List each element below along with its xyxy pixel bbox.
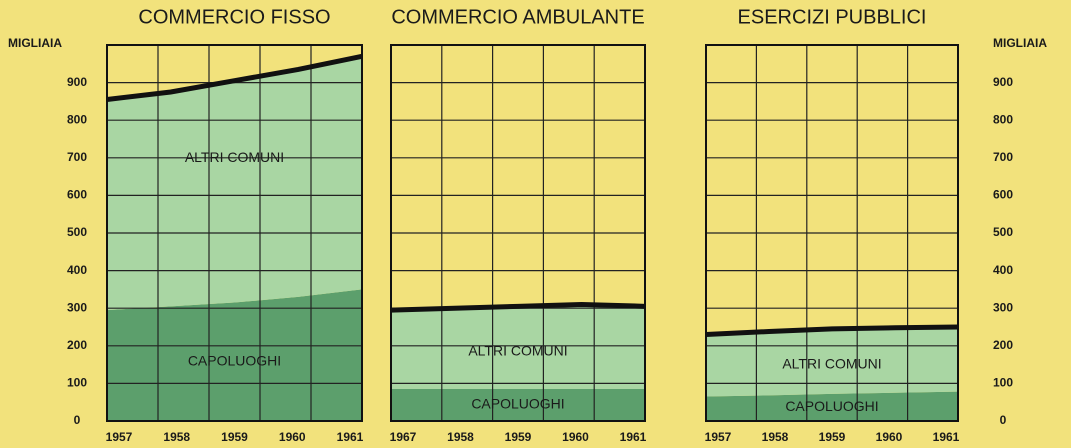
y-axis-label: MIGLIAIA [993,36,1047,50]
series-label: ALTRI COMUNI [782,355,881,371]
y-tick-label: 600 [67,188,87,202]
series-label: CAPOLUOGHI [471,396,564,412]
series-label: CAPOLUOGHI [188,352,281,368]
area [706,327,958,397]
y-tick-label: 800 [993,112,1013,126]
frame [106,44,363,422]
x-tick-label: 1960 [876,430,903,444]
x-tick-label: 1961 [337,430,364,444]
series-label: ALTRI COMUNI [468,343,567,359]
frame [705,44,959,422]
area [706,391,958,421]
y-tick-label: 200 [67,338,87,352]
frame [390,44,646,422]
x-tick-label: 1959 [221,430,248,444]
x-tick-label: 1961 [620,430,647,444]
y-tick-label: 300 [67,300,87,314]
total-line [390,301,646,313]
total-line [705,324,959,338]
series-label: ALTRI COMUNI [185,149,284,165]
x-tick-label: 1958 [447,430,474,444]
y-tick-label: 600 [993,188,1013,202]
x-tick-label: 1959 [819,430,846,444]
y-tick-label: 400 [993,263,1013,277]
y-tick-label: 900 [67,75,87,89]
x-tick-label: 1959 [505,430,532,444]
y-tick-label: 500 [993,225,1013,239]
y-tick-label: 800 [67,112,87,126]
x-tick-label: 1960 [562,430,589,444]
y-tick-label: 100 [993,376,1013,390]
x-tick-label: 1960 [279,430,306,444]
chart-title: COMMERCIO FISSO [138,6,330,28]
chart-title: COMMERCIO AMBULANTE [391,6,644,28]
y-tick-label: 400 [67,263,87,277]
y-tick-label: 500 [67,225,87,239]
y-tick-label: 700 [993,150,1013,164]
x-tick-label: 1958 [762,430,789,444]
y-tick-label: 0 [1000,413,1007,427]
x-tick-label: 1957 [705,430,732,444]
y-tick-label: 300 [993,300,1013,314]
total-line [106,53,363,103]
y-tick-label: 700 [67,150,87,164]
area [391,389,645,421]
y-axis-label: MIGLIAIA [8,36,62,50]
y-tick-label: 0 [74,413,81,427]
x-tick-label: 1967 [390,430,417,444]
y-tick-label: 900 [993,75,1013,89]
chart-title: ESERCIZI PUBBLICI [738,6,927,28]
area [391,304,645,390]
y-tick-label: 100 [67,376,87,390]
x-tick-label: 1958 [163,430,190,444]
x-tick-label: 1961 [933,430,960,444]
series-label: CAPOLUOGHI [785,398,878,414]
x-tick-label: 1957 [106,430,133,444]
y-tick-label: 200 [993,338,1013,352]
area [107,289,362,421]
